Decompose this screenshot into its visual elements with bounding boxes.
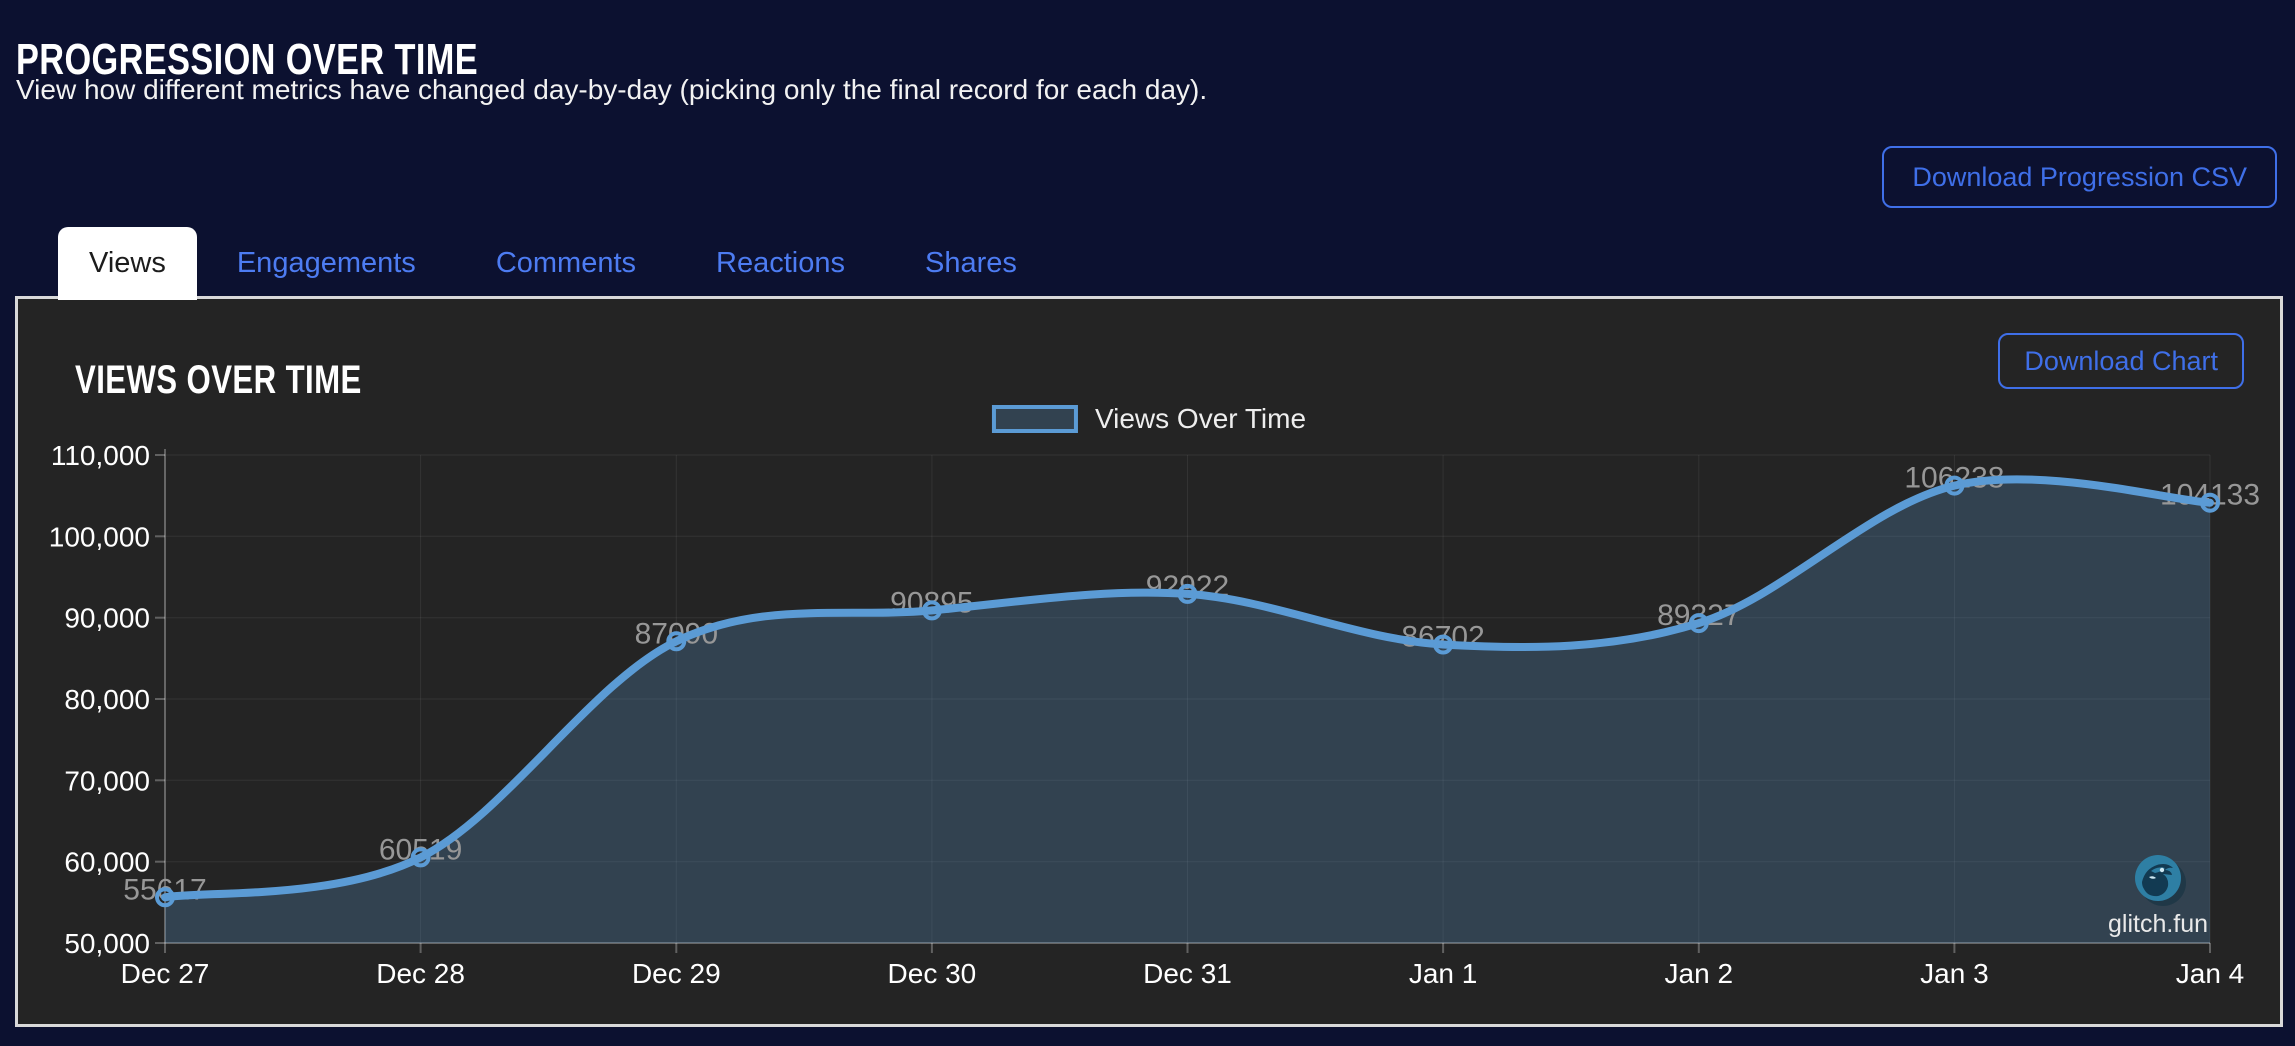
download-chart-button[interactable]: Download Chart [1998,333,2244,389]
svg-text:Dec 29: Dec 29 [632,958,721,989]
gridlines [155,454,2211,953]
svg-text:Jan 1: Jan 1 [1409,958,1478,989]
chart-panel-title-text: VIEWS OVER TIME [75,358,362,403]
legend-swatch-icon [991,405,1078,433]
svg-text:70,000: 70,000 [64,765,150,796]
svg-text:100,000: 100,000 [49,521,150,552]
download-progression-csv-button[interactable]: Download Progression CSV [1882,146,2277,208]
svg-text:Dec 27: Dec 27 [121,958,210,989]
chart-legend-item[interactable]: Views Over Time [991,403,1307,435]
page-title-text: PROGRESSION OVER TIME [16,35,479,85]
glitch-fun-logo-icon [2135,855,2181,901]
tab-reactions[interactable]: Reactions [716,247,845,279]
y-axis-labels: 50,000 60,000 70,000 80,000 90,000 100,000 110… [49,440,150,959]
page-subtitle: View how different metrics have changed … [16,74,1208,105]
svg-text:60,000: 60,000 [64,847,150,878]
svg-text:80,000: 80,000 [64,684,150,715]
svg-text:50,000: 50,000 [64,928,150,959]
svg-text:Dec 30: Dec 30 [888,958,977,989]
svg-text:Jan 2: Jan 2 [1665,958,1734,989]
tab-shares[interactable]: Shares [924,247,1017,279]
series-points [155,475,2220,908]
x-axis-labels: Dec 27 Dec 28 Dec 29 Dec 30 Dec 31 Jan 1 Jan 2… [121,958,2245,989]
chart-panel-title: VIEWS OVER TIME [75,358,443,403]
svg-text:Jan 4: Jan 4 [2176,958,2245,989]
watermark-label: glitch.fun [2108,910,2209,938]
tab-comments[interactable]: Comments [495,247,637,279]
views-chart-panel: VIEWS OVER TIME Download Chart Views Ove… [15,296,2283,1027]
tab-views[interactable]: Views [58,227,197,300]
legend-label: Views Over Time [1094,403,1307,434]
svg-text:Jan 3: Jan 3 [1920,958,1989,989]
metric-tabs: Views Engagements Comments Reactions Sha… [58,227,1057,300]
series-area [165,479,2210,943]
svg-text:110,000: 110,000 [51,440,150,471]
tab-engagements[interactable]: Engagements [236,247,416,279]
page-title: PROGRESSION OVER TIME [16,35,608,85]
svg-text:Dec 31: Dec 31 [1143,958,1232,989]
axes [164,449,2210,944]
series-line [161,475,2214,902]
svg-text:90,000: 90,000 [64,603,150,634]
svg-text:Dec 28: Dec 28 [376,958,465,989]
watermark: glitch.fun [2108,855,2208,939]
